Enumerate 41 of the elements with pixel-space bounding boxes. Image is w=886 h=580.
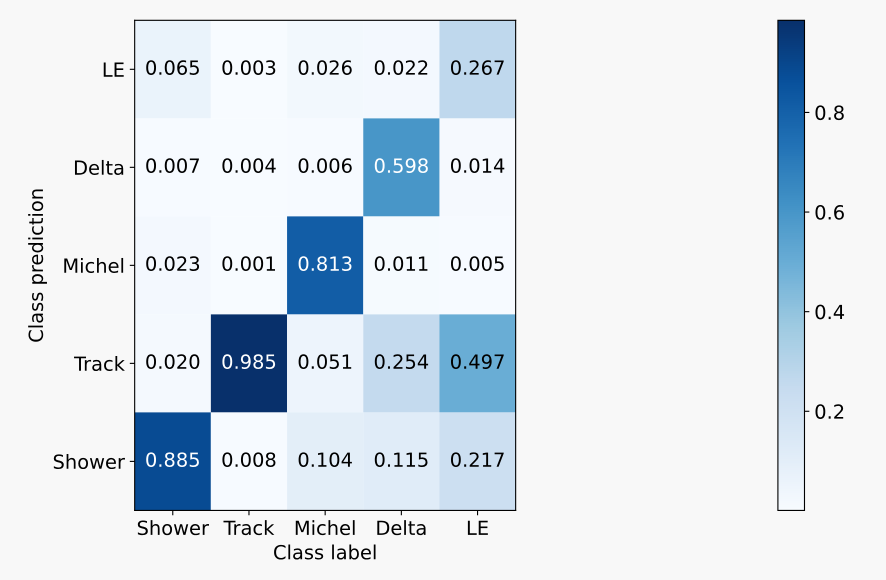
data-label: 0.598 (374, 158, 428, 173)
data-label: 0.005 (451, 256, 504, 271)
data-label: 0.022 (374, 60, 428, 75)
data-label: 0.813 (298, 256, 352, 271)
data-label: 0.104 (298, 452, 352, 468)
data-label: 0.065 (146, 60, 199, 75)
data-label: 0.026 (298, 60, 352, 75)
data-label: 0.885 (146, 452, 199, 468)
data-label: 0.115 (374, 452, 428, 468)
data-label: 0.003 (222, 60, 276, 75)
data-label: 0.023 (146, 256, 200, 271)
color-bar-label: 0.2 (815, 404, 844, 419)
data-label: 0.051 (298, 354, 352, 370)
data-label: 0.001 (222, 256, 276, 271)
color-bar-label: 0.8 (815, 105, 844, 120)
x-tick-label: Michel (296, 520, 355, 536)
x-tick-label: Shower (138, 520, 209, 536)
x-tick-label: Track (223, 520, 274, 536)
data-label: 0.006 (298, 158, 352, 173)
data-label: 0.217 (451, 452, 504, 468)
x-tick-label: Delta (377, 520, 426, 536)
x-tick-label: LE (468, 520, 488, 535)
data-label: 0.254 (374, 354, 428, 370)
data-label: 0.011 (374, 256, 428, 271)
x-axis-title: Class label (274, 544, 376, 560)
y-tick-label: Shower (54, 454, 125, 470)
y-tick-label: Track (74, 356, 125, 372)
data-label: 0.267 (451, 60, 504, 75)
y-axis-title: Class prediction (28, 190, 47, 342)
data-label: 0.008 (222, 452, 276, 468)
data-label: 0.985 (222, 354, 276, 370)
data-label: 0.497 (451, 354, 504, 370)
data-label: 0.004 (222, 158, 276, 173)
data-label: 0.007 (146, 158, 199, 173)
color-bar-label: 0.6 (815, 205, 844, 220)
data-label: 0.020 (146, 354, 200, 370)
y-tick-label: LE (104, 62, 124, 77)
y-tick-label: Michel (64, 258, 124, 274)
y-tick-label: Delta (74, 160, 124, 175)
data-label: 0.014 (451, 158, 504, 173)
color-bar-label: 0.4 (815, 304, 844, 320)
